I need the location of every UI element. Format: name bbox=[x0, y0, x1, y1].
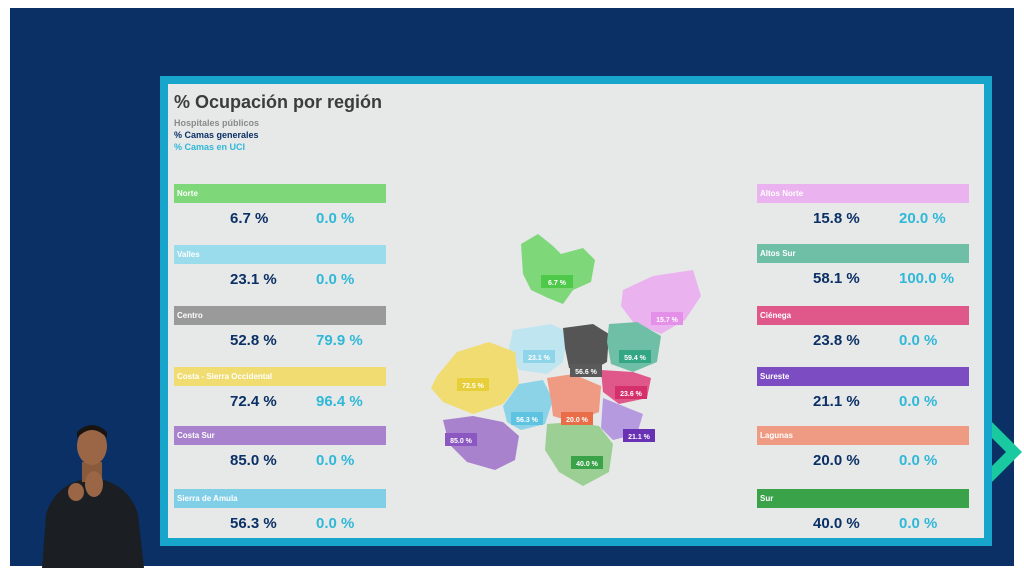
region-card-altos-norte: Altos Norte 15.8 % 20.0 % bbox=[757, 184, 969, 233]
map-label-norte: 6.7 % bbox=[548, 280, 567, 287]
general-beds-value: 23.8 % bbox=[813, 332, 860, 349]
map-region-costa-sur bbox=[443, 416, 519, 470]
interpreter-body bbox=[42, 480, 144, 568]
interpreter-hand bbox=[68, 483, 84, 501]
map-label-box bbox=[541, 275, 573, 288]
icu-beds-value: 0.0 % bbox=[316, 271, 355, 288]
legend-general-beds: % Camas generales bbox=[174, 130, 259, 140]
region-card-sierra-de-amula: Sierra de Amula 56.3 % 0.0 % bbox=[174, 489, 386, 538]
map-label-box bbox=[445, 433, 477, 446]
map-label-box bbox=[623, 429, 655, 442]
map-region-lagunas bbox=[547, 374, 601, 422]
map-label-lagunas: 20.0 % bbox=[566, 417, 589, 424]
map-label-sur: 40.0 % bbox=[576, 461, 599, 468]
region-card-altos-sur: Altos Sur 58.1 % 100.0 % bbox=[757, 244, 969, 293]
map-label-cienega: 23.6 % bbox=[620, 391, 643, 398]
region-card-cienega: Ciénega 23.8 % 0.0 % bbox=[757, 306, 969, 355]
icu-beds-value: 20.0 % bbox=[899, 210, 946, 227]
legend-hospitals: Hospitales públicos bbox=[174, 118, 260, 128]
region-bar: Altos Sur bbox=[757, 244, 969, 263]
general-beds-value: 72.4 % bbox=[230, 393, 277, 410]
general-beds-value: 40.0 % bbox=[813, 515, 860, 532]
map-label-box bbox=[457, 378, 489, 391]
general-beds-value: 6.7 % bbox=[230, 210, 269, 227]
slide-title: % Ocupación por región bbox=[174, 92, 383, 112]
icu-beds-value: 0.0 % bbox=[899, 515, 938, 532]
icu-beds-value: 0.0 % bbox=[899, 393, 938, 410]
icu-beds-value: 79.9 % bbox=[316, 332, 363, 349]
region-card-centro: Centro 52.8 % 79.9 % bbox=[174, 306, 386, 355]
map-label-altos-sur: 59.4 % bbox=[624, 355, 647, 362]
map-region-centro bbox=[563, 324, 609, 372]
icu-beds-value: 0.0 % bbox=[316, 210, 355, 227]
map-label-box bbox=[561, 412, 593, 425]
map-label-box bbox=[619, 350, 651, 363]
map-label-sureste: 21.1 % bbox=[628, 434, 651, 441]
region-bar: Costa - Sierra Occidental bbox=[174, 367, 386, 386]
general-beds-value: 52.8 % bbox=[230, 332, 277, 349]
legend-icu-beds: % Camas en UCI bbox=[174, 142, 246, 152]
map-label-costa-sur: 85.0 % bbox=[450, 438, 473, 445]
icu-beds-value: 0.0 % bbox=[316, 515, 355, 532]
map-label-box bbox=[571, 456, 603, 469]
general-beds-value: 21.1 % bbox=[813, 393, 860, 410]
regions-map: 6.7 % 15.7 % 23.1 % 56.6 % 59.4 % 23.6 %… bbox=[431, 234, 701, 486]
interpreter-head bbox=[77, 427, 107, 465]
map-region-valles bbox=[509, 324, 568, 374]
map-label-box bbox=[570, 364, 602, 377]
region-card-costa-sur: Costa Sur 85.0 % 0.0 % bbox=[174, 426, 386, 475]
map-label-centro: 56.6 % bbox=[575, 369, 598, 376]
general-beds-value: 56.3 % bbox=[230, 515, 277, 532]
icu-beds-value: 96.4 % bbox=[316, 393, 363, 410]
slide-panel: % Ocupación por región Hospitales públic… bbox=[168, 84, 984, 538]
map-label-box bbox=[511, 412, 543, 425]
map-label-box bbox=[615, 386, 647, 399]
map-region-norte bbox=[521, 234, 595, 304]
map-label-sierra-de-amula: 56.3 % bbox=[516, 417, 539, 424]
general-beds-value: 23.1 % bbox=[230, 271, 277, 288]
region-bar: Altos Norte bbox=[757, 184, 969, 203]
region-card-valles: Valles 23.1 % 0.0 % bbox=[174, 245, 386, 294]
general-beds-value: 15.8 % bbox=[813, 210, 860, 227]
general-beds-value: 58.1 % bbox=[813, 270, 860, 287]
icu-beds-value: 0.0 % bbox=[316, 452, 355, 469]
region-bar: Sur bbox=[757, 489, 969, 508]
region-card-costa-sierra-occidental: Costa - Sierra Occidental 72.4 % 96.4 % bbox=[174, 367, 386, 416]
map-label-box bbox=[523, 350, 555, 363]
region-bar: Norte bbox=[174, 184, 386, 203]
general-beds-value: 20.0 % bbox=[813, 452, 860, 469]
region-bar: Costa Sur bbox=[174, 426, 386, 445]
map-label-valles: 23.1 % bbox=[528, 355, 551, 362]
region-bar: Sierra de Amula bbox=[174, 489, 386, 508]
icu-beds-value: 0.0 % bbox=[899, 332, 938, 349]
region-card-norte: Norte 6.7 % 0.0 % bbox=[174, 184, 386, 233]
region-bar: Centro bbox=[174, 306, 386, 325]
map-region-sur bbox=[545, 422, 613, 486]
icu-beds-value: 100.0 % bbox=[899, 270, 955, 287]
region-card-sur: Sur 40.0 % 0.0 % bbox=[757, 489, 969, 538]
region-bar: Lagunas bbox=[757, 426, 969, 445]
map-label-costa-sierra-occidental: 72.5 % bbox=[462, 383, 485, 390]
interpreter-hand bbox=[85, 471, 103, 497]
region-card-lagunas: Lagunas 20.0 % 0.0 % bbox=[757, 426, 969, 475]
map-label-altos-norte: 15.7 % bbox=[656, 317, 679, 324]
interpreter-hair bbox=[77, 425, 107, 438]
sign-language-interpreter bbox=[42, 425, 144, 568]
general-beds-value: 85.0 % bbox=[230, 452, 277, 469]
region-bar: Sureste bbox=[757, 367, 969, 386]
region-card-sureste: Sureste 21.1 % 0.0 % bbox=[757, 367, 969, 416]
map-label-box bbox=[651, 312, 683, 325]
chevron-logo-icon bbox=[992, 422, 1022, 482]
icu-beds-value: 0.0 % bbox=[899, 452, 938, 469]
region-bar: Ciénega bbox=[757, 306, 969, 325]
region-bar: Valles bbox=[174, 245, 386, 264]
